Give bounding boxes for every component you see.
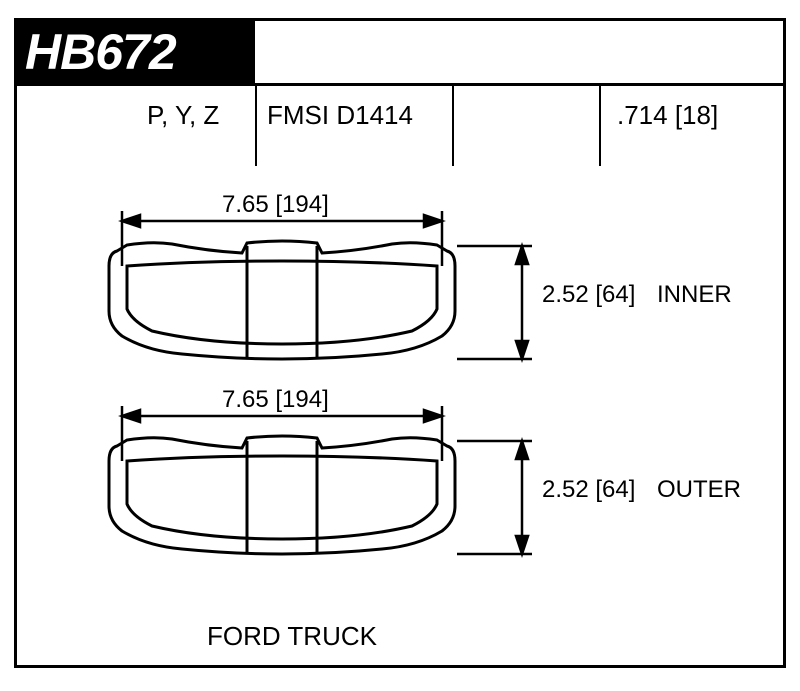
info-row: P, Y, Z FMSI D1414 .714 [18]: [17, 86, 783, 166]
info-divider-3: [599, 86, 601, 166]
fmsi-cell: FMSI D1414: [267, 100, 413, 131]
outer-pad-drawing: [77, 386, 637, 556]
info-divider-2: [452, 86, 454, 166]
inner-width-label: 7.65 [194]: [222, 191, 329, 219]
diagram-area: 7.65 [194] 2.52 [64] INNER: [17, 171, 783, 668]
part-number: HB672: [25, 23, 176, 81]
diagram-frame: HB672 P, Y, Z FMSI D1414 .714 [18]: [14, 18, 786, 668]
outer-side-label: OUTER: [657, 476, 741, 504]
outer-width-label: 7.65 [194]: [222, 386, 329, 414]
vehicle-label: FORD TRUCK: [207, 621, 377, 652]
thickness-cell: .714 [18]: [617, 100, 718, 131]
inner-pad-drawing: [77, 191, 637, 361]
inner-height-label: 2.52 [64]: [542, 281, 635, 309]
codes-cell: P, Y, Z: [147, 100, 219, 131]
info-divider-1: [255, 86, 257, 166]
outer-height-label: 2.52 [64]: [542, 476, 635, 504]
part-number-header: HB672: [17, 21, 255, 83]
inner-side-label: INNER: [657, 281, 732, 309]
